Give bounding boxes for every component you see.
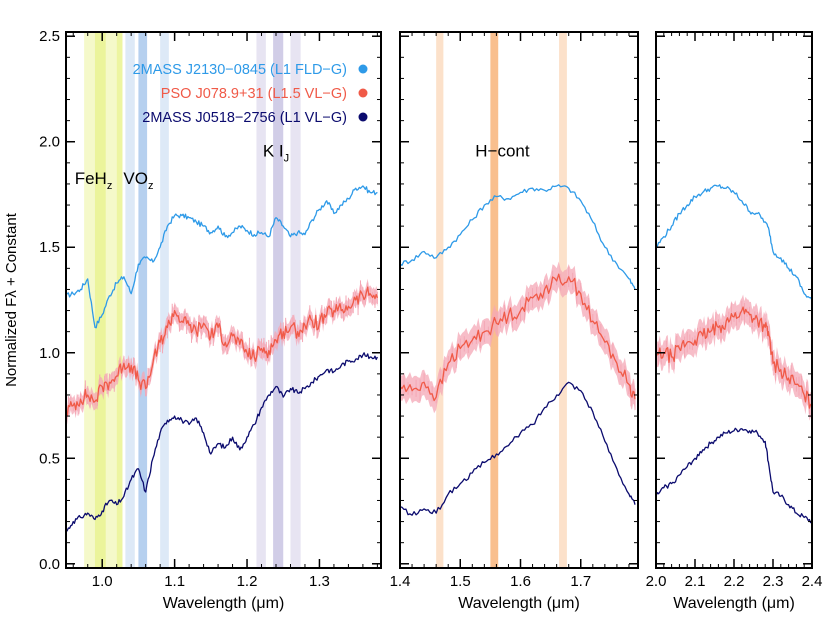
series-line <box>65 185 378 329</box>
series-line <box>399 184 636 290</box>
feature-band <box>273 32 284 568</box>
x-tick-label: 1.6 <box>510 573 531 590</box>
plot-frame <box>65 31 382 569</box>
series-line <box>65 286 379 417</box>
series-line <box>399 381 636 516</box>
legend-label: 2MASS J2130−0845 (L1 FLD−G) <box>133 62 347 78</box>
feature-band <box>436 32 444 568</box>
error-envelope <box>400 261 635 414</box>
y-tick-label: 2.0 <box>39 134 60 151</box>
feature-band <box>290 32 301 568</box>
y-tick-label: 1.5 <box>39 239 60 256</box>
feature-band <box>105 32 117 568</box>
plot-frame <box>399 31 639 569</box>
x-tick-label: 1.4 <box>390 573 411 590</box>
series-line <box>65 352 378 533</box>
x-axis-label: Wavelength (μm) <box>163 595 285 612</box>
y-tick-label: 0.5 <box>39 450 60 467</box>
series-line <box>655 184 813 301</box>
x-tick-label: 1.5 <box>450 573 471 590</box>
band-annotation: FeHz <box>75 169 113 192</box>
legend-marker <box>358 64 368 74</box>
x-axis-label: Wavelength (μm) <box>458 595 580 612</box>
band-annotation: VOz <box>123 169 153 192</box>
legend-marker <box>358 88 368 98</box>
feature-band <box>559 32 567 568</box>
x-tick-label: 2.3 <box>763 573 784 590</box>
feature-band <box>94 32 106 568</box>
legend-label: 2MASS J0518−2756 (L1 VL−G) <box>142 110 347 126</box>
x-tick-label: 1.2 <box>237 573 258 590</box>
legend-label: PSO J078.9+31 (L1.5 VL−G) <box>161 86 347 102</box>
legend-marker <box>358 112 368 122</box>
x-tick-label: 2.1 <box>685 573 706 590</box>
x-tick-label: 1.3 <box>309 573 330 590</box>
plot-frame <box>655 31 813 569</box>
y-axis-label: Normalized Fλ + Constant <box>3 212 20 387</box>
feature-band <box>160 32 169 568</box>
x-tick-label: 1.0 <box>92 573 113 590</box>
feature-band <box>116 32 123 568</box>
x-tick-label: 1.1 <box>164 573 185 590</box>
band-annotation: K IJ <box>263 142 289 165</box>
x-tick-label: 2.0 <box>646 573 667 590</box>
series-line <box>655 306 813 409</box>
series-line <box>399 273 636 402</box>
y-tick-label: 1.0 <box>39 345 60 362</box>
y-tick-label: 2.5 <box>39 28 60 45</box>
panel-J: 1.0 1.1 1.2 1.3 0.0 0.5 1.0 1.5 2.0 2.5 Wavelength… <box>39 28 382 612</box>
x-tick-label: 2.2 <box>724 573 745 590</box>
feature-band <box>256 32 266 568</box>
x-axis-label: Wavelength (μm) <box>673 595 795 612</box>
feature-band <box>125 32 135 568</box>
band-annotation: H−cont <box>475 142 530 161</box>
feature-band <box>490 32 499 568</box>
error-envelope <box>66 278 378 425</box>
feature-band <box>84 32 95 568</box>
x-tick-label: 2.4 <box>802 573 823 590</box>
y-tick-label: 0.0 <box>39 556 60 573</box>
series-line <box>655 427 813 524</box>
panel-K: 2.0 2.1 2.2 2.3 2.4 Wavelength (μm) <box>646 31 823 612</box>
panel-H: 1.4 1.5 1.6 1.7 Wavelength (μm) H−cont <box>390 31 639 612</box>
feature-band <box>138 32 148 568</box>
x-tick-label: 1.7 <box>570 573 591 590</box>
